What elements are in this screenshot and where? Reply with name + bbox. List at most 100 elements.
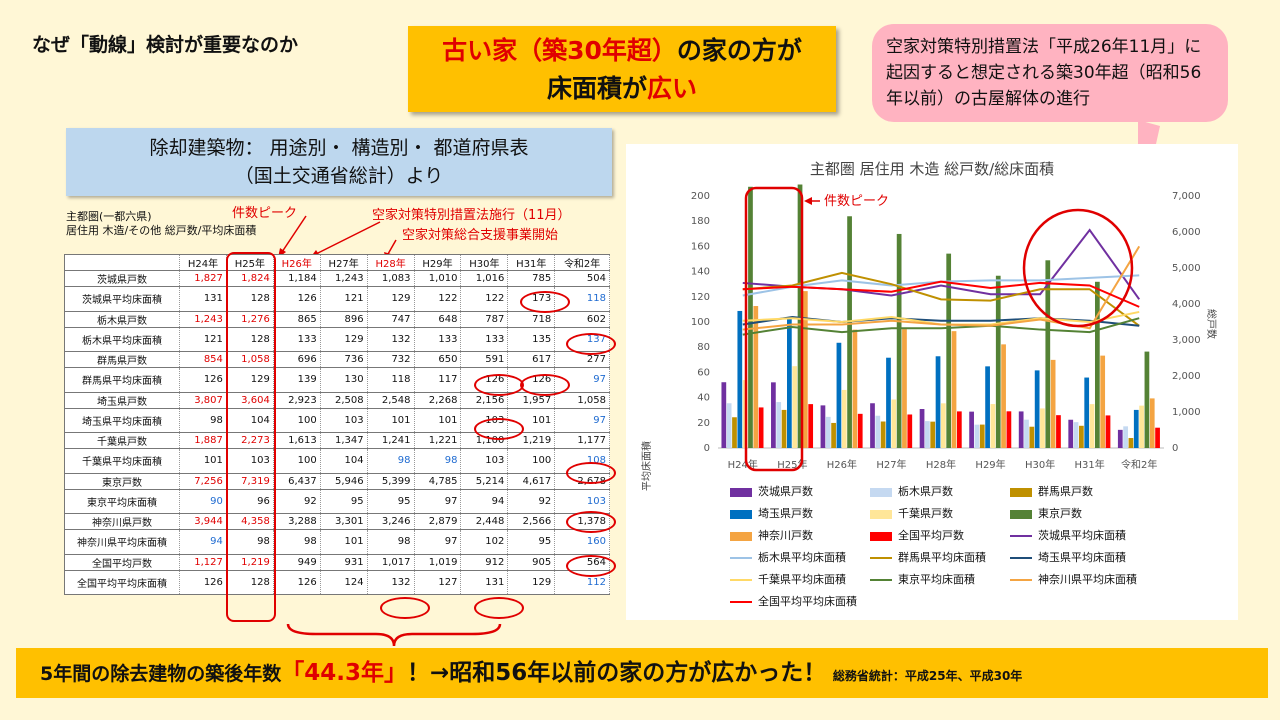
table-cell: 2,548 [366,391,415,409]
headline-emph-2: 広い [647,74,698,103]
row-label: 茨城県戸数 [64,270,180,287]
table-cell: 133 [272,326,321,352]
legend-swatch-line [730,579,752,581]
table-cell: 504 [554,270,610,287]
table-cell: 1,613 [272,432,321,449]
legend-item: 神奈川戸数 [730,527,813,543]
table-cell: 1,241 [366,432,415,449]
table-cell: 101 [413,407,462,433]
legend-label: 全国平均平均床面積 [758,595,857,608]
legend-swatch-bar [730,487,752,497]
legend-swatch-bar [870,487,892,497]
table-cell: 2,508 [319,391,368,409]
table-cell: 4,785 [413,472,462,490]
legend-item: 群馬県戸数 [1010,483,1093,499]
bar-mark [1139,405,1144,448]
bar-mark [1034,370,1040,448]
legend-item: 群馬県平均床面積 [870,549,986,565]
source-box: 除却建築物： 用途別・ 構造別・ 都道府県表 （国土交通省総計）より [66,128,612,196]
legend-label: 千葉県平均床面積 [758,573,846,586]
table-cell: 1,184 [272,270,321,287]
bar-mark [1128,438,1134,448]
y-tick-label: 80 [697,342,710,353]
bar-mark [969,411,974,448]
table-cell: 103 [460,448,509,474]
bar-mark [758,407,764,448]
table-row: 東京平均床面積 90 96 92 95 95 97 94 92 103 [64,488,610,514]
y-tick-label: 60 [697,367,710,378]
table-cell: 104 [225,407,274,433]
legend-label: 東京平均床面積 [898,573,975,586]
y2-tick-label: 5,000 [1172,263,1201,274]
bar-mark [1089,404,1095,448]
annotation-peak: 件数ピーク [232,206,298,221]
y-tick-label: 20 [697,418,710,429]
table-cell: 97 [413,488,462,514]
row-label: 全国平均平均床面積 [64,569,180,595]
table-cell: 160 [554,529,610,555]
table-cell: 98 [413,448,462,474]
footer-banner: 5年間の除去建物の築後年数「44.3年」！→昭和56年以前の家の方が広かった！ … [16,648,1268,698]
legend-swatch-line [870,557,892,559]
legend-label: 神奈川県平均床面積 [1038,573,1137,586]
table-cell: 5,214 [460,472,509,490]
bar-mark [1006,411,1012,448]
table-cell: 1,019 [413,553,462,571]
bar-mark [732,417,737,448]
highlight-ellipse [474,374,524,396]
legend-swatch-line [730,601,752,603]
table-cell: 3,288 [272,513,321,530]
bar-mark [995,275,1001,448]
headline-text-1: の家の方が [676,36,802,65]
legend-swatch-bar [1010,487,1032,497]
row-label: 全国平均戸数 [64,553,180,571]
table-row: 神奈川県平均床面積 94 98 98 101 98 97 102 95 160 [64,529,610,555]
table-cell: 648 [413,310,462,328]
table-cell: 122 [460,286,509,312]
table-cell: 129 [225,367,274,393]
table-cell: 121 [179,326,227,352]
table-cell: 1,347 [319,432,368,449]
x-tick-label: H26年 [827,458,857,471]
footer-text-1: 5年間の除去建物の築後年数 [40,663,282,685]
year-header: H31年 [507,254,556,271]
table-cell: 1,010 [413,270,462,287]
bar-mark [792,366,798,448]
legend-item: 埼玉県戸数 [730,505,813,521]
bar-mark [919,409,925,448]
series-line [742,280,1140,308]
legend-label: 東京戸数 [1038,507,1082,520]
table-cell: 98 [272,529,321,555]
headline-emph-1: 古い家（築30年超） [442,36,677,65]
table-cell: 92 [272,488,321,514]
chart-title: 主都圏 居住用 木造 総戸数/総床面積 [810,160,1054,178]
y2-tick-label: 4,000 [1172,299,1201,310]
table-row: 神奈川県戸数 3,944 4,358 3,288 3,301 3,246 2,879 2,44… [64,513,610,530]
footer-text-2: ！→昭和56年以前の家の方が広かった！ [406,660,827,686]
table-cell: 3,246 [366,513,415,530]
table-cell: 1,221 [413,432,462,449]
table-cell: 854 [179,351,227,368]
bar-mark [1029,426,1035,448]
table-cell: 101 [319,529,368,555]
year-header: 令和2年 [554,254,610,271]
legend-item: 東京戸数 [1010,505,1082,521]
x-tick-label: H29年 [975,458,1005,471]
bar-mark [896,233,902,448]
table-cell: 650 [413,351,462,368]
chart-panel: 主都圏 居住用 木造 総戸数/総床面積 平均床面積 総戸数 0 20 40 60 80 1… [626,144,1238,620]
bar-mark [1040,408,1045,448]
table-cell: 103 [554,488,610,514]
bar-mark [776,402,782,448]
highlight-ellipse [474,597,524,619]
y-tick-label: 100 [691,317,710,328]
bar-mark [902,329,907,448]
row-label: 東京戸数 [64,472,180,490]
table-note-line-2: 居住用 木造/その他 総戸数/平均床面積 [66,224,257,237]
table-cell: 2,448 [460,513,509,530]
table-cell: 1,127 [179,553,227,571]
table-cell: 126 [179,367,227,393]
legend-label: 群馬県平均床面積 [898,551,986,564]
table-cell: 6,437 [272,472,321,490]
bar-mark [1024,419,1029,448]
